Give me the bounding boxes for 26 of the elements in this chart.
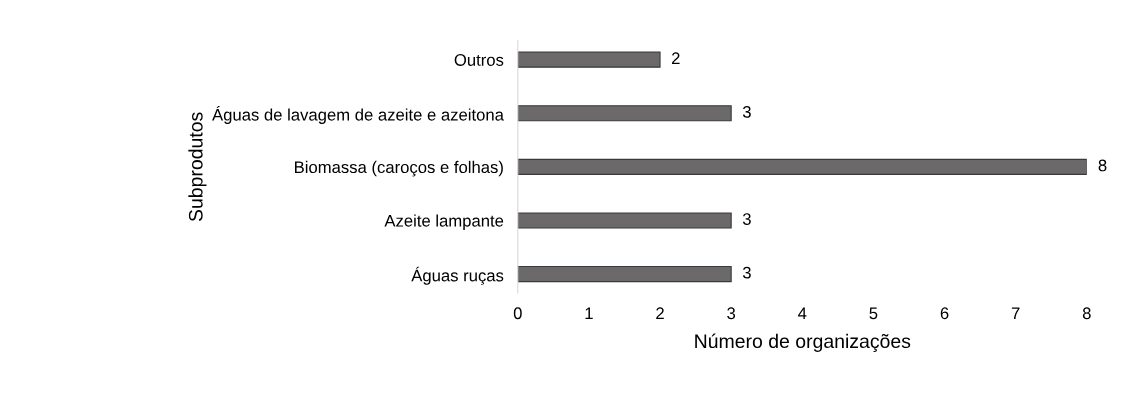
x-tick-label: 7 [1011, 307, 1020, 320]
bar [517, 105, 732, 122]
x-tick-label: 4 [798, 307, 807, 320]
y-tick-label: Biomassa (caroços e folhas) [295, 160, 503, 177]
x-tick-label: 8 [1082, 307, 1091, 320]
y-axis-title: Subprodutos [188, 112, 207, 222]
x-axis-title: Número de organizações [695, 333, 911, 353]
x-tick-label: 5 [869, 307, 878, 320]
bar [517, 212, 732, 229]
data-label: 3 [742, 213, 751, 225]
data-label: 3 [742, 266, 751, 279]
x-tick-label: 3 [727, 307, 736, 320]
x-tick-label: 6 [940, 307, 949, 320]
x-tick-label: 1 [585, 307, 593, 320]
bar [517, 51, 661, 68]
bar [517, 266, 732, 283]
x-tick-label: 0 [513, 307, 522, 320]
y-tick-label: Outros [454, 54, 504, 66]
bar [517, 158, 1087, 175]
y-tick-label: Azeite lampante [384, 214, 504, 230]
data-label: 3 [742, 105, 751, 118]
x-tick-label: 2 [656, 307, 664, 320]
data-label: 2 [671, 52, 680, 64]
y-tick-label: Águas de lavagem de azeite e azeitona [212, 106, 504, 124]
data-label: 8 [1098, 159, 1107, 172]
y-tick-label: Águas ruças [411, 266, 504, 285]
